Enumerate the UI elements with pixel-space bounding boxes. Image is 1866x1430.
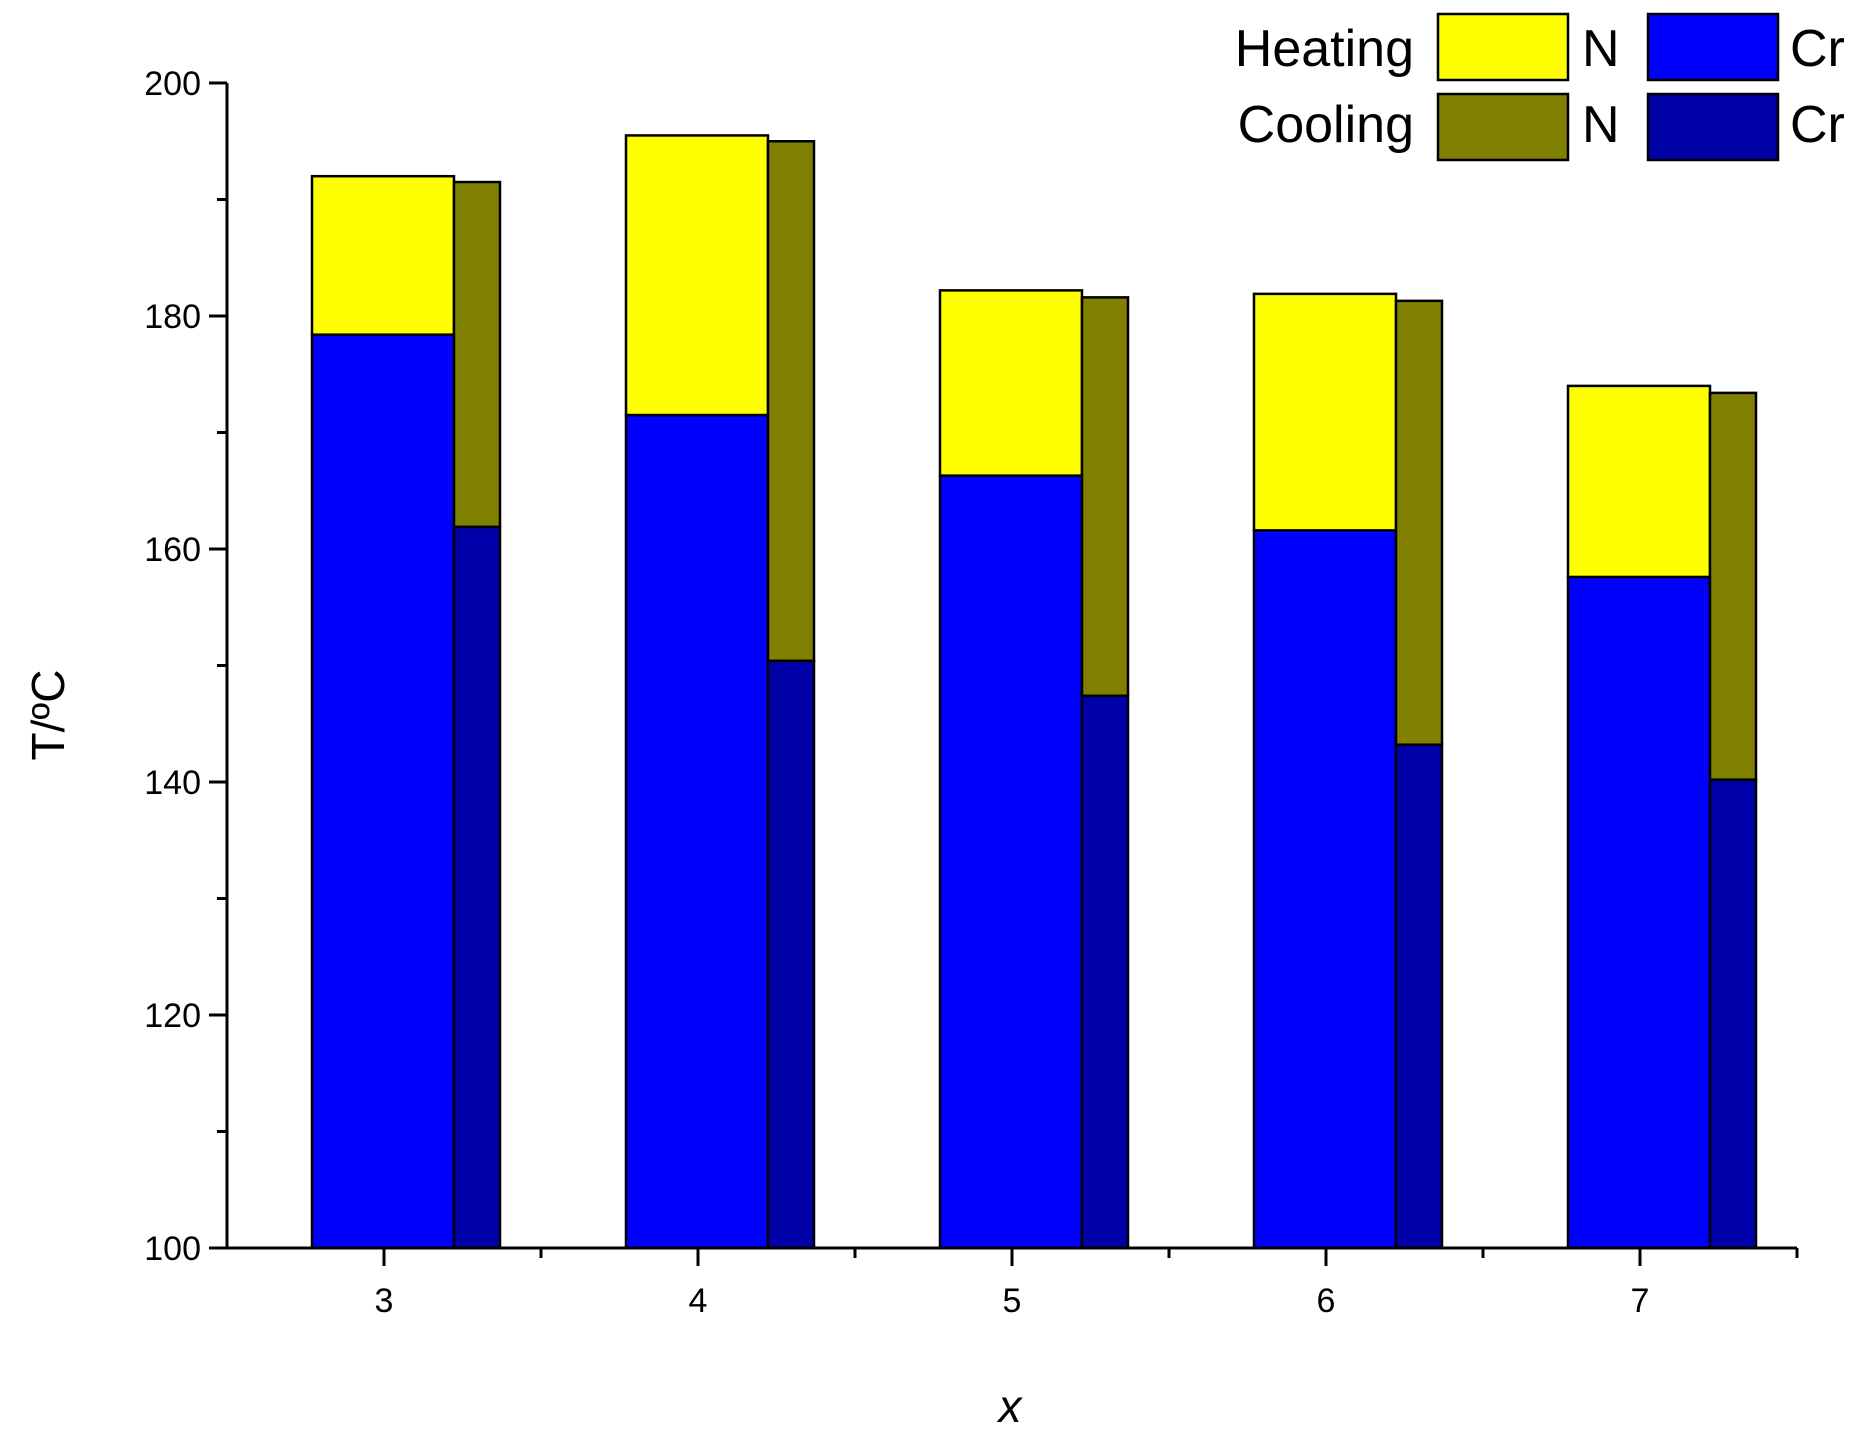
y-axis-title: T/ºC (22, 670, 74, 761)
y-tick-label: 120 (144, 997, 201, 1035)
legend-swatch-heating-cr (1646, 12, 1780, 82)
bar-heating-n-6 (1252, 292, 1398, 532)
bar-heating-n-3 (310, 174, 456, 336)
bar-cooling-cr-4 (766, 659, 816, 1250)
legend-heating-n-label: N (1582, 20, 1620, 78)
bar-cooling-n-5 (1080, 296, 1130, 698)
bar-cooling-cr-3 (452, 525, 502, 1250)
y-tick-label: 100 (144, 1230, 201, 1268)
legend-heating-label: Heating (1235, 20, 1414, 78)
bar-heating-n-5 (938, 289, 1084, 477)
bar-cooling-cr-6 (1394, 743, 1444, 1250)
legend-heating-cr-label: Cr (1790, 20, 1845, 78)
y-tick-label: 200 (144, 65, 201, 103)
x-tick-label: 5 (1003, 1282, 1022, 1320)
y-tick-label: 180 (144, 298, 201, 336)
x-tick-label: 3 (375, 1282, 394, 1320)
x-tick-label: 4 (689, 1282, 708, 1320)
bars-group (310, 134, 1758, 1250)
bar-heating-n-7 (1566, 384, 1712, 579)
bar-heating-cr-3 (310, 333, 456, 1250)
bar-cooling-n-6 (1394, 299, 1444, 746)
bar-cooling-n-4 (766, 140, 816, 663)
legend-swatch-cooling-cr (1646, 92, 1780, 162)
bar-heating-cr-4 (624, 413, 770, 1250)
y-ticks-group: 100 120 140 160 180 200 (144, 65, 227, 1268)
bar-heating-cr-6 (1252, 529, 1398, 1250)
legend-cooling-label: Cooling (1238, 96, 1414, 154)
bar-heating-cr-5 (938, 474, 1084, 1250)
x-ticks-group: 3 4 5 6 7 (375, 1248, 1799, 1320)
x-axis-title: x (997, 1380, 1024, 1430)
x-tick-label: 7 (1631, 1282, 1650, 1320)
bar-heating-cr-7 (1566, 575, 1712, 1250)
bar-cooling-n-7 (1708, 391, 1758, 781)
legend-cooling-n-label: N (1582, 96, 1620, 154)
bar-cooling-n-3 (452, 180, 502, 529)
bar-cooling-cr-5 (1080, 694, 1130, 1250)
y-tick-label: 140 (144, 764, 201, 802)
legend-swatch-heating-n (1436, 12, 1570, 82)
legend: Heating Cooling N Cr N Cr (1235, 12, 1845, 162)
y-tick-label: 160 (144, 531, 201, 569)
legend-cooling-cr-label: Cr (1790, 96, 1845, 154)
x-tick-label: 6 (1317, 1282, 1336, 1320)
legend-swatch-cooling-n (1436, 92, 1570, 162)
bar-cooling-cr-7 (1708, 778, 1758, 1250)
bar-heating-n-4 (624, 134, 770, 417)
